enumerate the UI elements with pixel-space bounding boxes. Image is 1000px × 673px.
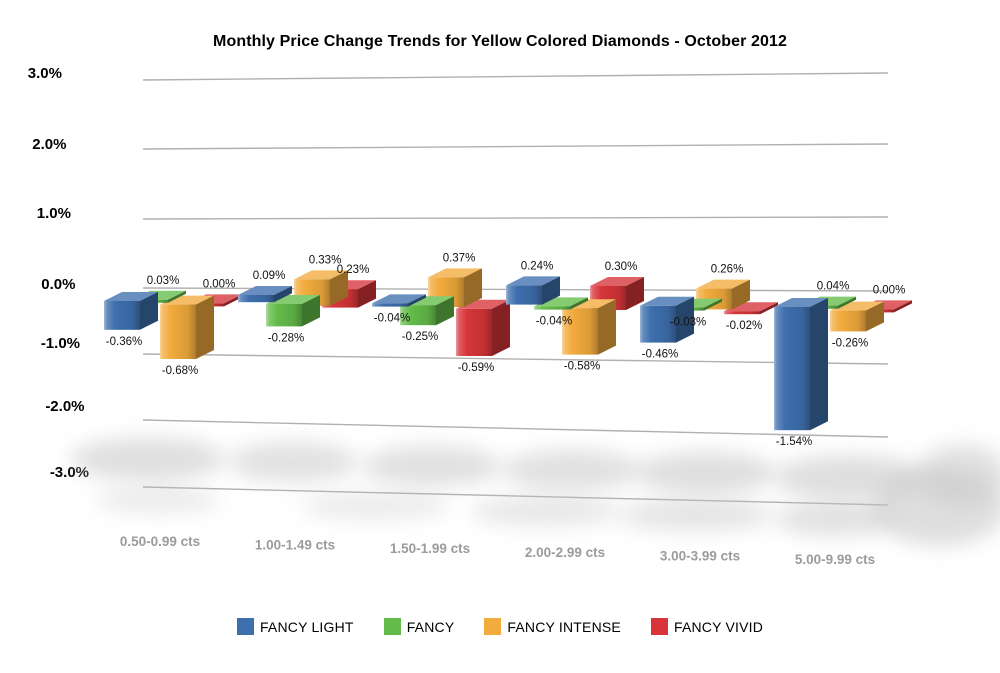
value-label: 0.26% xyxy=(711,264,744,276)
value-label: 0.23% xyxy=(337,264,370,276)
value-label: -0.28% xyxy=(268,332,304,344)
fancy-swatch-icon xyxy=(383,618,401,635)
value-label: 0.09% xyxy=(253,270,286,282)
legend-item-fancy: FANCY xyxy=(383,618,455,635)
value-label: 0.04% xyxy=(817,281,850,293)
category-label: 3.00-3.99 cts xyxy=(660,548,740,563)
value-label: 0.33% xyxy=(309,254,342,266)
value-label: 0.24% xyxy=(521,260,554,272)
value-label: -0.04% xyxy=(374,313,410,325)
y-axis-tick: -1.0% xyxy=(41,335,80,352)
gridline xyxy=(142,486,889,506)
category-label: 1.50-1.99 cts xyxy=(390,541,470,556)
bar-fancy-light-1.00-1.49cts xyxy=(238,286,292,303)
bar-fancy-light-0.50-0.99cts xyxy=(104,292,158,330)
gridline xyxy=(142,72,889,81)
bar-fancy-light-5.00-9.99cts xyxy=(774,298,828,431)
y-axis-tick: -2.0% xyxy=(45,398,84,415)
chart-legend: FANCY LIGHT FANCY FANCY INTENSE FANCY VI… xyxy=(0,618,1000,635)
value-label: 0.03% xyxy=(147,275,180,287)
value-label: -0.03% xyxy=(670,317,706,329)
bar-fancy-light-2.00-2.99cts xyxy=(506,276,560,305)
legend-item-fancy-intense: FANCY INTENSE xyxy=(484,618,621,635)
value-label: 0.00% xyxy=(873,284,906,296)
gridline xyxy=(142,353,889,365)
bar-fancy-vivid-1.50-1.99cts xyxy=(456,299,510,356)
y-axis-tick: 1.0% xyxy=(37,205,71,222)
y-axis-tick: -3.0% xyxy=(50,464,89,481)
category-label: 1.00-1.49 cts xyxy=(255,538,335,553)
gridline xyxy=(142,143,889,150)
legend-item-fancy-light: FANCY LIGHT xyxy=(236,618,354,635)
value-label: -0.68% xyxy=(162,365,198,377)
category-label: 5.00-9.99 cts xyxy=(795,552,875,567)
bar-fancy-intense-2.00-2.99cts xyxy=(562,299,616,355)
legend-label-fancy-light: FANCY LIGHT xyxy=(259,618,354,635)
value-label: -0.26% xyxy=(832,337,868,349)
bar-fancy-intense-0.50-0.99cts xyxy=(160,295,214,359)
bar-fancy-light-3.00-3.99cts xyxy=(640,296,694,343)
legend-label-fancy-intense: FANCY INTENSE xyxy=(507,618,621,635)
value-label: 0.00% xyxy=(203,278,236,290)
value-label: -1.54% xyxy=(776,436,812,448)
bar-fancy-1.50-1.99cts xyxy=(400,296,454,326)
fancy-light-swatch-icon xyxy=(236,618,254,635)
category-label: 0.50-0.99 cts xyxy=(120,534,200,549)
category-label: 2.00-2.99 cts xyxy=(525,545,605,560)
bar-fancy-light-1.50-1.99cts xyxy=(372,294,426,307)
value-label: 0.30% xyxy=(605,261,638,273)
value-label: -0.04% xyxy=(536,316,572,328)
value-label: -0.36% xyxy=(106,336,142,348)
y-axis-tick: 0.0% xyxy=(41,276,75,293)
legend-label-fancy-vivid: FANCY VIVID xyxy=(673,618,764,635)
value-label: -0.58% xyxy=(564,361,600,373)
value-label: -0.59% xyxy=(458,362,494,374)
y-axis-tick: 3.0% xyxy=(28,65,62,82)
value-label: -0.25% xyxy=(402,331,438,343)
gridline xyxy=(142,419,889,438)
chart-title: Monthly Price Change Trends for Yellow C… xyxy=(213,33,787,50)
legend-item-fancy-vivid: FANCY VIVID xyxy=(650,618,764,635)
value-label: -0.02% xyxy=(726,320,762,332)
value-label: -0.46% xyxy=(642,349,678,361)
fancy-intense-swatch-icon xyxy=(484,618,502,635)
value-label: 0.37% xyxy=(443,252,476,264)
fancy-vivid-swatch-icon xyxy=(650,618,668,635)
legend-label-fancy: FANCY xyxy=(406,618,455,635)
y-axis-tick: 2.0% xyxy=(32,136,66,153)
bar-fancy-intense-5.00-9.99cts xyxy=(830,301,884,332)
gridline xyxy=(142,216,889,220)
